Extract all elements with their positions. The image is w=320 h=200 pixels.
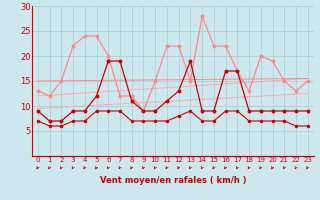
X-axis label: Vent moyen/en rafales ( km/h ): Vent moyen/en rafales ( km/h ): [100, 176, 246, 185]
